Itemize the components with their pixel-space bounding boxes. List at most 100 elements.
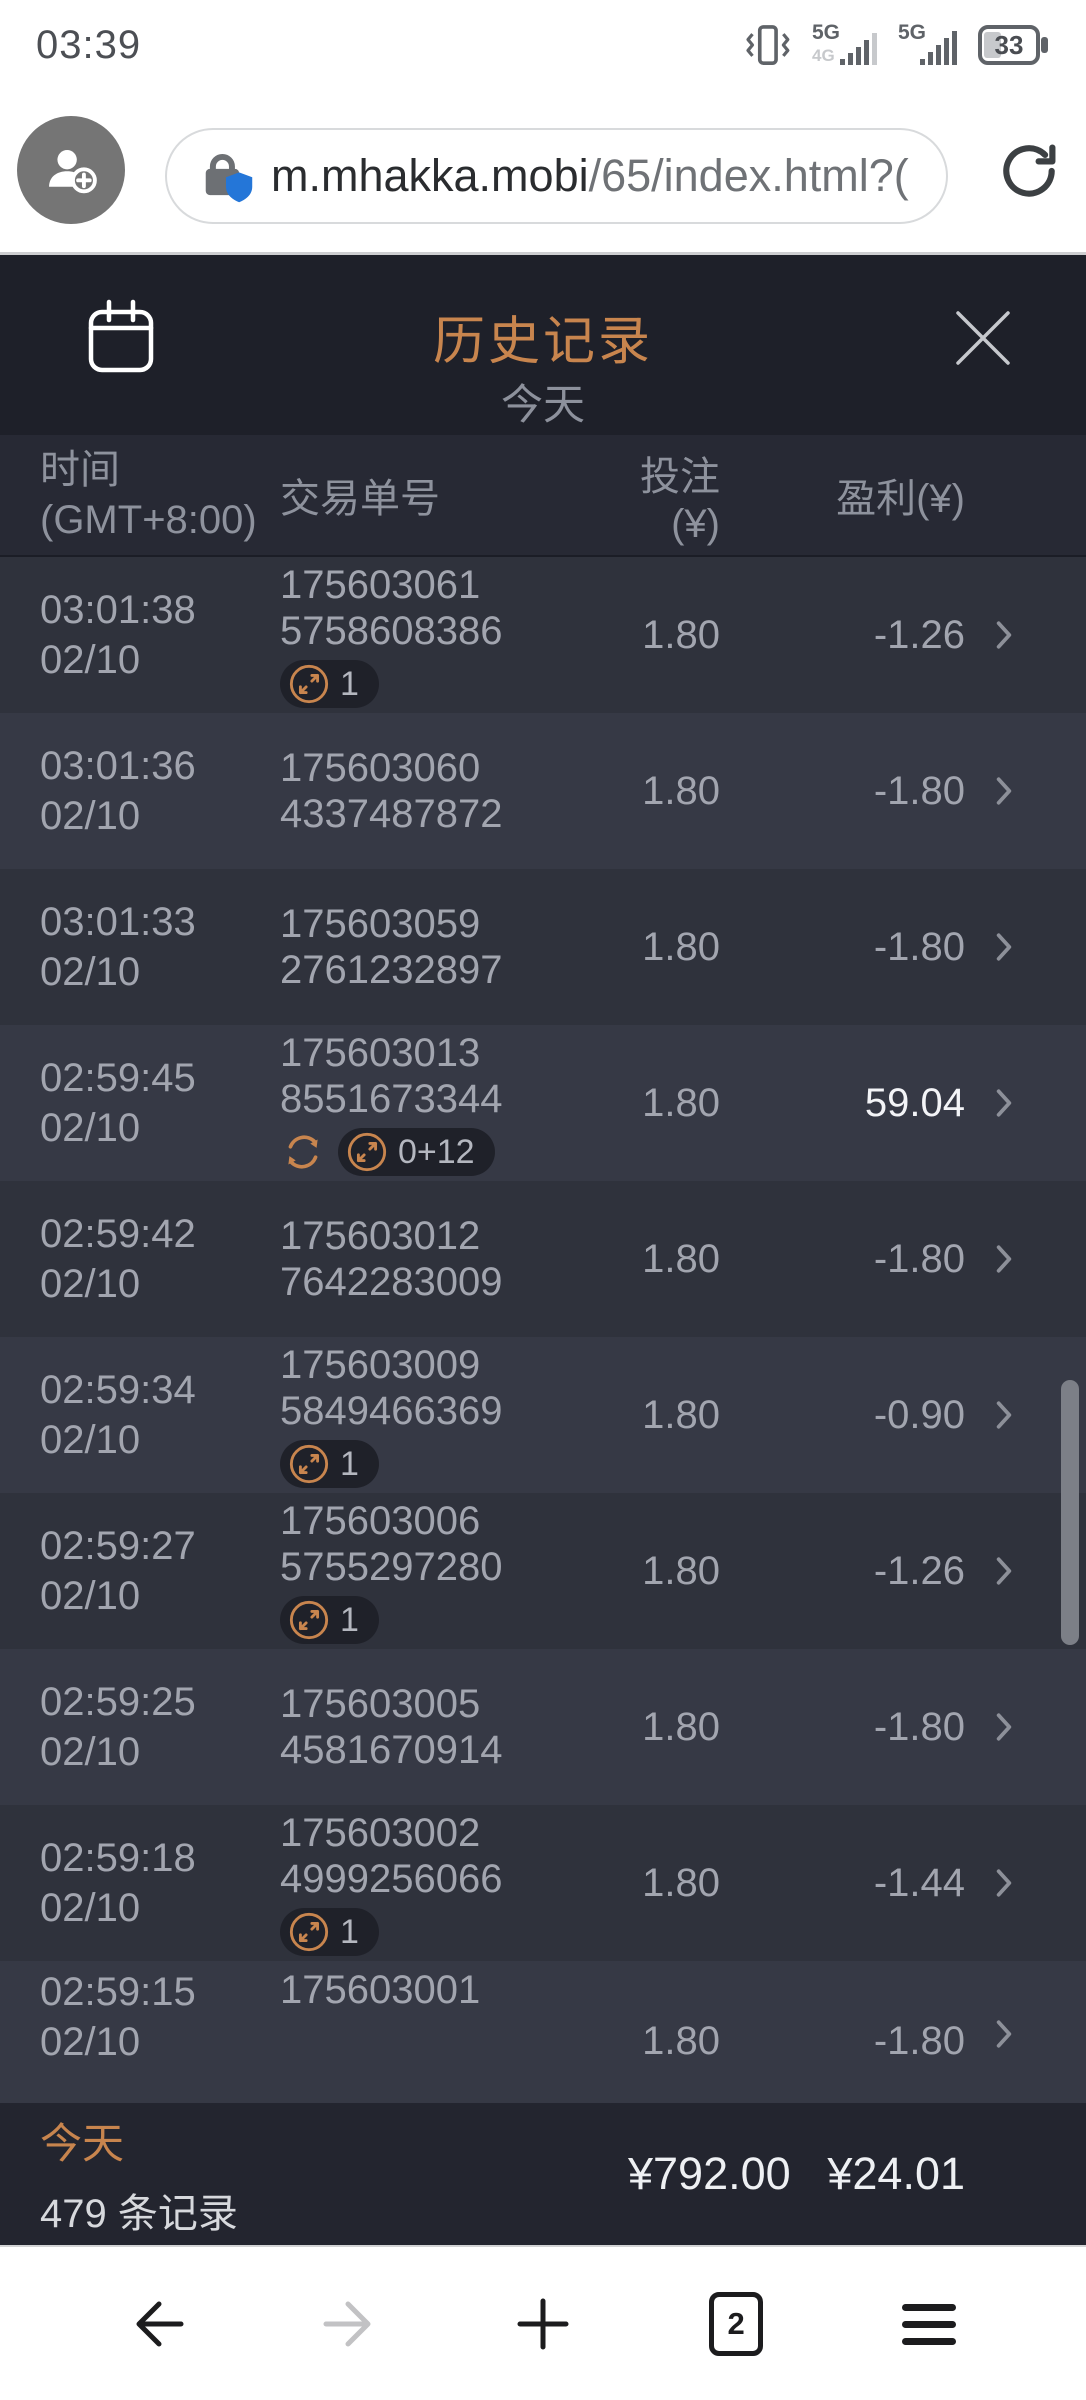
chevron-right-icon[interactable] — [995, 1868, 1013, 1898]
record-profit: -1.26 — [873, 612, 965, 657]
record-order: 175603061 5758608386 1 — [280, 562, 628, 708]
svg-text:4G: 4G — [812, 46, 835, 65]
record-tags: 1 — [280, 1440, 628, 1488]
badge-count: 1 — [340, 1913, 359, 1951]
badge-count: 1 — [340, 665, 359, 703]
svg-text:5G: 5G — [898, 21, 926, 44]
menu-button[interactable] — [869, 2264, 989, 2384]
record-time: 02:59:45 02/10 — [40, 1056, 196, 1150]
record-bet: 1.80 — [642, 1860, 720, 1905]
calendar-button[interactable] — [88, 299, 154, 375]
record-profit: -1.44 — [873, 1860, 965, 1905]
record-bet: 1.80 — [642, 1080, 720, 1125]
scrollbar-thumb[interactable] — [1061, 1380, 1079, 1645]
record-time: 02:59:18 02/10 — [40, 1836, 196, 1930]
summary-day-label: 今天 — [40, 2119, 125, 2167]
url-domain: m.mhakka.mobi — [271, 150, 589, 201]
record-row[interactable]: 03:01:33 02/10 175603059 2761232897 1.80… — [0, 869, 1086, 1025]
col-header-order: 交易单号 — [280, 477, 440, 521]
trades-icon — [289, 1600, 329, 1640]
record-profit: -1.80 — [873, 1236, 965, 1281]
chevron-right-icon[interactable] — [995, 2019, 1013, 2049]
record-time: 02:59:27 02/10 — [40, 1524, 196, 1618]
record-profit: -1.80 — [873, 1704, 965, 1749]
close-button[interactable] — [952, 307, 1014, 369]
round-count-badge: 1 — [280, 1596, 379, 1644]
tab-count: 2 — [727, 2305, 745, 2341]
round-count-badge: 1 — [280, 1440, 379, 1488]
table-header-row: 时间 (GMT+8:00) 交易单号 投注(¥) 盈利(¥) — [0, 435, 1086, 557]
record-bet: 1.80 — [642, 768, 720, 813]
record-order: 175603013 8551673344 — [280, 1030, 628, 1176]
record-row[interactable]: 02:59:45 02/10 175603013 8551673344 — [0, 1025, 1086, 1181]
add-account-button[interactable] — [17, 116, 125, 224]
lock-icon[interactable] — [195, 147, 257, 205]
history-list[interactable]: 03:01:38 02/10 175603061 5758608386 1 1.… — [0, 557, 1086, 2103]
chevron-right-icon[interactable] — [995, 1556, 1013, 1586]
reload-button[interactable] — [996, 138, 1062, 204]
record-order: 175603059 2761232897 — [280, 902, 503, 992]
record-bet: 1.80 — [642, 1236, 720, 1281]
chevron-right-icon[interactable] — [995, 1088, 1013, 1118]
record-bet: 1.80 — [642, 1704, 720, 1749]
tab-switcher-button[interactable]: 2 — [676, 2264, 796, 2384]
record-time: 03:01:33 02/10 — [40, 900, 196, 994]
record-order: 175603001 — [280, 1968, 481, 2012]
round-count-badge: 0+12 — [338, 1128, 495, 1176]
back-button[interactable] — [97, 2264, 217, 2384]
forward-arrow-icon — [323, 2301, 371, 2346]
url-text: m.mhakka.mobi/65/index.html?( — [271, 150, 909, 202]
trades-icon — [289, 1444, 329, 1484]
record-profit: -1.80 — [873, 2019, 965, 2063]
record-tags: 1 — [280, 660, 628, 708]
record-order: 175603060 4337487872 — [280, 746, 503, 836]
chevron-right-icon[interactable] — [995, 932, 1013, 962]
trades-icon — [347, 1132, 387, 1172]
url-bar[interactable]: m.mhakka.mobi/65/index.html?( — [165, 128, 948, 224]
record-row[interactable]: 02:59:25 02/10 175603005 4581670914 1.80… — [0, 1649, 1086, 1805]
record-row[interactable]: 02:59:27 02/10 175603006 5755297280 1 1.… — [0, 1493, 1086, 1649]
record-bet: 1.80 — [642, 612, 720, 657]
record-time: 02:59:25 02/10 — [40, 1680, 196, 1774]
record-row[interactable]: 03:01:38 02/10 175603061 5758608386 1 1.… — [0, 557, 1086, 713]
chevron-right-icon[interactable] — [995, 1244, 1013, 1274]
record-order: 175603009 5849466369 1 — [280, 1342, 628, 1488]
record-row[interactable]: 02:59:18 02/10 175603002 4999256066 1 1.… — [0, 1805, 1086, 1961]
chevron-right-icon[interactable] — [995, 1712, 1013, 1742]
record-tags: 1 — [280, 1908, 628, 1956]
record-time: 02:59:34 02/10 — [40, 1368, 196, 1462]
chevron-right-icon[interactable] — [995, 1400, 1013, 1430]
svg-text:5G: 5G — [812, 21, 840, 44]
trades-icon — [289, 1912, 329, 1952]
badge-count: 1 — [340, 1445, 359, 1483]
battery-icon: 33 — [978, 24, 1050, 66]
record-row[interactable]: 02:59:34 02/10 175603009 5849466369 1 1.… — [0, 1337, 1086, 1493]
new-tab-button[interactable] — [483, 2264, 603, 2384]
record-row[interactable]: 03:01:36 02/10 175603060 4337487872 1.80… — [0, 713, 1086, 869]
record-row[interactable]: 02:59:42 02/10 175603012 7642283009 1.80… — [0, 1181, 1086, 1337]
round-count-badge: 1 — [280, 660, 379, 708]
refresh-icon — [280, 1129, 326, 1175]
record-order: 175603002 4999256066 1 — [280, 1810, 628, 1956]
record-bet: 1.80 — [642, 1392, 720, 1437]
back-arrow-icon — [136, 2301, 184, 2346]
person-add-icon — [49, 149, 97, 194]
date-filter-label: 今天 — [500, 381, 585, 428]
clock: 03:39 — [36, 22, 142, 67]
signal-5g-sim1-icon: 5G 4G — [810, 21, 884, 69]
record-profit: 59.04 — [864, 1080, 965, 1125]
browser-toolbar: m.mhakka.mobi/65/index.html?( — [0, 90, 1086, 252]
forward-button[interactable] — [290, 2264, 410, 2384]
page-title: 历史记录 — [432, 313, 653, 371]
trades-icon — [289, 664, 329, 704]
record-time: 02:59:42 02/10 — [40, 1212, 196, 1306]
url-path: /65/index.html?( — [588, 150, 909, 201]
chevron-right-icon[interactable] — [995, 620, 1013, 650]
summary-footer: 今天 479 条记录 ¥792.00 ¥24.01 — [0, 2103, 1086, 2245]
record-time: 03:01:38 02/10 — [40, 588, 196, 682]
tab-count-icon: 2 — [709, 2291, 764, 2356]
record-time: 03:01:36 02/10 — [40, 744, 196, 838]
chevron-right-icon[interactable] — [995, 776, 1013, 806]
record-order: 175603006 5755297280 1 — [280, 1498, 628, 1644]
record-row[interactable]: 02:59:15 02/10 175603001 1.80 -1.80 — [0, 1961, 1086, 2103]
